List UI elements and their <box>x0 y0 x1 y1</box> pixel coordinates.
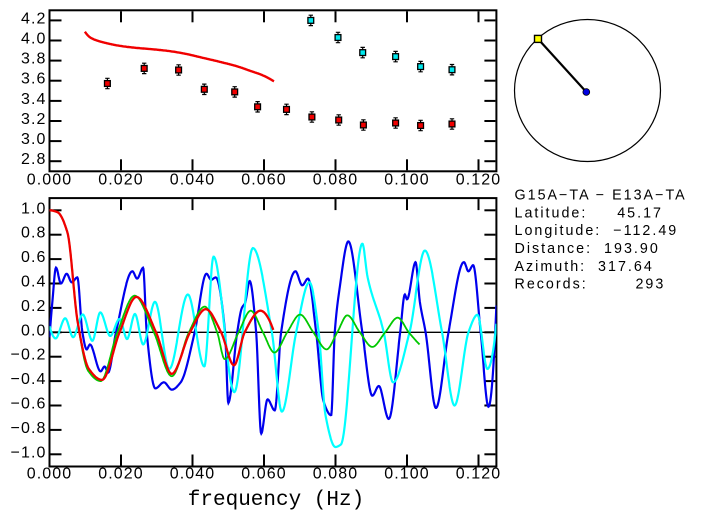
svg-text:−0.4: −0.4 <box>11 371 47 388</box>
svg-text:−0.2: −0.2 <box>11 347 47 364</box>
svg-text:3.2: 3.2 <box>21 111 47 128</box>
svg-text:0.000: 0.000 <box>27 466 73 483</box>
svg-text:1.0: 1.0 <box>21 200 47 217</box>
svg-text:0.100: 0.100 <box>384 466 430 483</box>
svg-text:3.4: 3.4 <box>21 91 47 108</box>
svg-text:0.020: 0.020 <box>98 172 144 189</box>
svg-text:0.4: 0.4 <box>21 274 47 291</box>
svg-text:3.0: 3.0 <box>21 131 47 148</box>
svg-text:0.040: 0.040 <box>170 172 216 189</box>
svg-text:Distance: 193.90: Distance: 193.90 <box>515 241 660 257</box>
svg-text:0.080: 0.080 <box>313 172 359 189</box>
svg-text:Latitude: 45.17: Latitude: 45.17 <box>515 206 664 222</box>
svg-text:0.020: 0.020 <box>98 466 144 483</box>
svg-text:3.8: 3.8 <box>21 51 47 68</box>
svg-text:2.8: 2.8 <box>21 151 47 168</box>
svg-text:4.2: 4.2 <box>21 10 47 27</box>
svg-text:−0.6: −0.6 <box>11 396 47 413</box>
svg-text:0.120: 0.120 <box>456 466 502 483</box>
svg-text:0.2: 0.2 <box>21 298 47 315</box>
svg-text:4.0: 4.0 <box>21 31 47 48</box>
svg-text:0.6: 0.6 <box>21 249 47 266</box>
svg-text:0.0: 0.0 <box>21 322 47 339</box>
svg-text:3.6: 3.6 <box>21 71 47 88</box>
svg-text:0.040: 0.040 <box>170 466 216 483</box>
svg-text:0.8: 0.8 <box>21 225 47 242</box>
svg-text:0.000: 0.000 <box>27 172 73 189</box>
svg-text:−0.8: −0.8 <box>11 420 47 437</box>
svg-text:0.120: 0.120 <box>456 172 502 189</box>
svg-text:0.100: 0.100 <box>384 172 430 189</box>
svg-text:−1.0: −1.0 <box>11 444 47 461</box>
svg-text:0.060: 0.060 <box>241 172 287 189</box>
svg-text:Records: 293: Records: 293 <box>515 277 666 293</box>
svg-text:Longitude: −112.49: Longitude: −112.49 <box>515 223 679 239</box>
svg-text:Azimuth: 317.64: Azimuth: 317.64 <box>515 259 654 275</box>
svg-text:0.080: 0.080 <box>313 466 359 483</box>
svg-text:frequency (Hz): frequency (Hz) <box>188 489 364 512</box>
svg-text:0.060: 0.060 <box>241 466 287 483</box>
svg-text:G15A−TA − E13A−TA: G15A−TA − E13A−TA <box>515 188 687 204</box>
